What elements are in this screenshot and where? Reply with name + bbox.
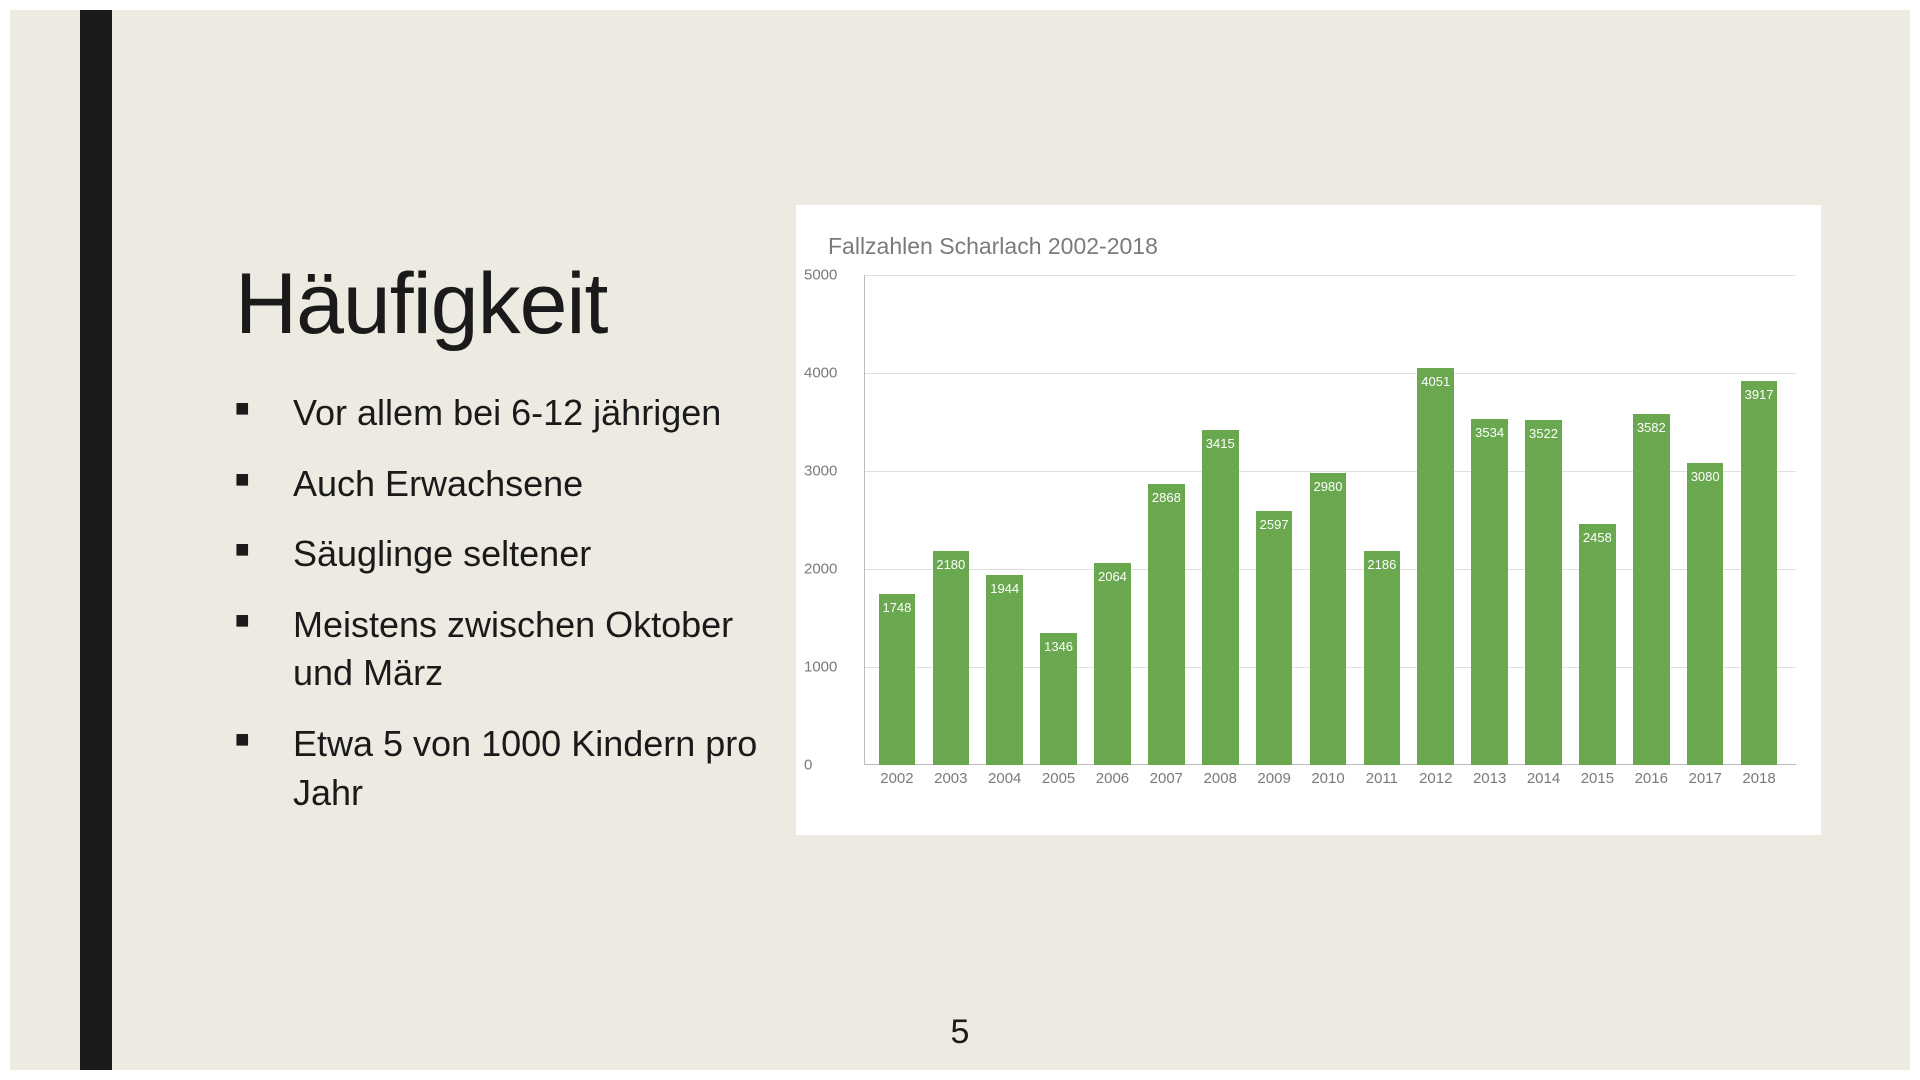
- chart-title: Fallzahlen Scharlach 2002-2018: [828, 233, 1158, 260]
- x-tick-label: 2016: [1635, 770, 1668, 787]
- slide: Häufigkeit Vor allem bei 6-12 jährigen A…: [10, 10, 1910, 1070]
- x-labels: 2002 2003 2004 2005 2006 2007 2008 2009 2010 2011…: [870, 767, 1796, 785]
- x-tick-label: 2008: [1204, 770, 1237, 787]
- chart-panel: Fallzahlen Scharlach 2002-2018 0 1000 2000…: [796, 205, 1821, 835]
- y-tick-label: 0: [804, 757, 812, 774]
- x-tick-label: 2005: [1042, 770, 1075, 787]
- bar: 2980: [1310, 473, 1347, 765]
- y-tick-label: 3000: [804, 463, 837, 480]
- bullet-list: Vor allem bei 6-12 jährigen Auch Erwachs…: [235, 389, 765, 817]
- x-tick-label: 2009: [1257, 770, 1290, 787]
- bar-value-label: 3522: [1529, 426, 1558, 441]
- bar: 1944: [986, 575, 1023, 766]
- list-item: Auch Erwachsene: [235, 460, 765, 509]
- bar: 3522: [1525, 420, 1562, 765]
- y-axis-line: [864, 275, 865, 765]
- bar-value-label: 2458: [1583, 530, 1612, 545]
- bar: 2186: [1364, 551, 1401, 765]
- x-tick-label: 2017: [1688, 770, 1721, 787]
- bar: 1346: [1040, 633, 1077, 765]
- bar-value-label: 4051: [1421, 374, 1450, 389]
- bar: 1748: [879, 594, 916, 765]
- bars-container: 1748 2180 1944 1346 2064 2868 3415 2597 2980 2186…: [870, 275, 1796, 765]
- bar: 2180: [933, 551, 970, 765]
- x-tick-label: 2013: [1473, 770, 1506, 787]
- y-tick-label: 1000: [804, 659, 837, 676]
- text-panel: Häufigkeit Vor allem bei 6-12 jährigen A…: [235, 255, 765, 839]
- x-tick-label: 2003: [934, 770, 967, 787]
- x-tick-label: 2014: [1527, 770, 1560, 787]
- bar-value-label: 3917: [1745, 387, 1774, 402]
- chart-plot: 010002000300040005000 174821801944134620…: [846, 265, 1796, 785]
- bar-value-label: 3534: [1475, 425, 1504, 440]
- x-tick-label: 2004: [988, 770, 1021, 787]
- x-tick-label: 2012: [1419, 770, 1452, 787]
- bar-value-label: 2064: [1098, 569, 1127, 584]
- list-item: Vor allem bei 6-12 jährigen: [235, 389, 765, 438]
- x-tick-label: 2015: [1581, 770, 1614, 787]
- bar: 2064: [1094, 563, 1131, 765]
- list-item: Säuglinge seltener: [235, 530, 765, 579]
- list-item: Meistens zwischen Oktober und März: [235, 601, 765, 698]
- accent-bar: [80, 10, 112, 1070]
- bar: 2458: [1579, 524, 1616, 765]
- y-tick-label: 2000: [804, 561, 837, 578]
- x-tick-label: 2018: [1742, 770, 1775, 787]
- page-number: 5: [951, 1013, 970, 1052]
- list-item: Etwa 5 von 1000 Kindern pro Jahr: [235, 720, 765, 817]
- x-tick-label: 2002: [880, 770, 913, 787]
- bar-value-label: 2597: [1260, 517, 1289, 532]
- bar: 3917: [1741, 381, 1778, 765]
- slide-title: Häufigkeit: [235, 255, 765, 354]
- bar-value-label: 3415: [1206, 436, 1235, 451]
- x-tick-label: 2006: [1096, 770, 1129, 787]
- bar-value-label: 2868: [1152, 490, 1181, 505]
- bar: 3582: [1633, 414, 1670, 765]
- bar: 3534: [1471, 419, 1508, 765]
- bar: 3080: [1687, 463, 1724, 765]
- bar-value-label: 2180: [936, 557, 965, 572]
- bar-value-label: 2186: [1367, 557, 1396, 572]
- y-tick-label: 5000: [804, 267, 837, 284]
- x-tick-label: 2007: [1150, 770, 1183, 787]
- bar-value-label: 1346: [1044, 639, 1073, 654]
- x-tick-label: 2010: [1311, 770, 1344, 787]
- bar: 3415: [1202, 430, 1239, 765]
- bar: 2868: [1148, 484, 1185, 765]
- bar-value-label: 1944: [990, 581, 1019, 596]
- bar-value-label: 3080: [1691, 469, 1720, 484]
- bar-value-label: 2980: [1314, 479, 1343, 494]
- bar-value-label: 3582: [1637, 420, 1666, 435]
- bar: 4051: [1417, 368, 1454, 765]
- x-tick-label: 2011: [1366, 770, 1398, 787]
- bar: 2597: [1256, 511, 1293, 766]
- y-tick-label: 4000: [804, 365, 837, 382]
- bar-value-label: 1748: [882, 600, 911, 615]
